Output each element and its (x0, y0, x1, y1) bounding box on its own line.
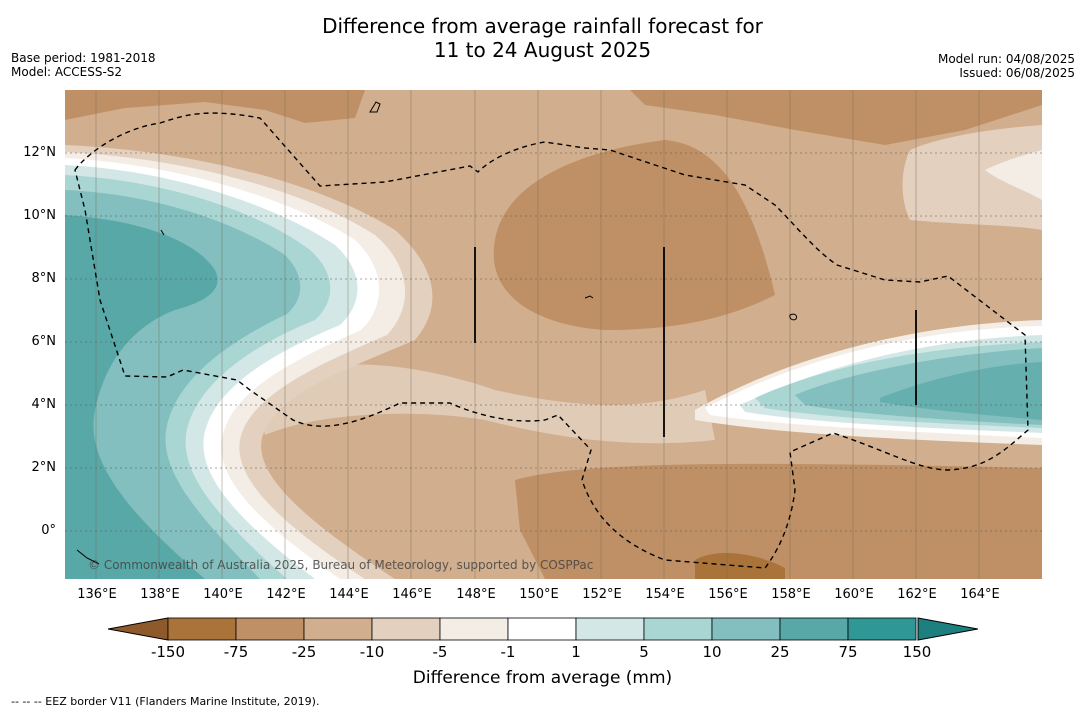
legend-tick: -10 (359, 643, 385, 661)
lon-label-138e: 138°E (140, 587, 180, 602)
atoll-chains (474, 247, 917, 437)
lon-label-156e: 156°E (708, 587, 748, 602)
islands (76, 101, 797, 565)
lon-label-144e: 144°E (329, 587, 369, 602)
eez-footnote: -- -- -- EEZ border V11 (Flanders Marine… (11, 695, 320, 708)
near-average-band-centre (255, 364, 715, 444)
legend-tick: 5 (639, 643, 649, 661)
lon-label-158e: 158°E (771, 587, 811, 602)
dry-zone-south (515, 463, 1042, 579)
map-title: Difference from average rainfall forecas… (0, 14, 1085, 62)
lat-label-12n: 12°N (23, 145, 56, 160)
lat-label-6n: 6°N (31, 334, 57, 349)
lat-label-8n: 8°N (31, 271, 57, 286)
lon-label-140e: 140°E (203, 587, 243, 602)
legend-tick: -5 (432, 643, 448, 661)
meta-right: Model run: 04/08/2025 Issued: 06/08/2025 (938, 52, 1075, 80)
near-average-inner-northeast (985, 150, 1042, 200)
lat-label-4n: 4°N (31, 397, 57, 412)
lon-label-152e: 152°E (582, 587, 622, 602)
lon-label-148e: 148°E (456, 587, 496, 602)
colorbar-cell (303, 617, 373, 641)
title-line-1: Difference from average rainfall forecas… (322, 14, 763, 38)
lat-label-10n: 10°N (23, 208, 56, 223)
legend-tick: -75 (223, 643, 249, 661)
west-band-wet-4 (65, 215, 218, 579)
dry-zone-central (493, 140, 775, 330)
base-period-text: Base period: 1981-2018 (11, 51, 156, 65)
near-average-band-northeast (902, 125, 1042, 230)
lon-label-142e: 142°E (266, 587, 306, 602)
model-text: Model: ACCESS-S2 (11, 65, 123, 79)
lon-label-162e: 162°E (897, 587, 937, 602)
map-canvas (65, 90, 1042, 579)
lon-label-150e: 150°E (519, 587, 559, 602)
colorbar-extend-low (108, 617, 169, 641)
colorbar-cell (847, 617, 917, 641)
eez-border (74, 112, 1029, 569)
colorbar-cell (371, 617, 441, 641)
colorbar-extend-high (917, 617, 978, 641)
lon-label-146e: 146°E (392, 587, 432, 602)
legend-tick: 150 (902, 643, 932, 661)
lon-label-154e: 154°E (645, 587, 685, 602)
lon-label-164e: 164°E (960, 587, 1000, 602)
colorbar-cell (643, 617, 713, 641)
lat-label-2n: 2°N (31, 460, 57, 475)
colorbar-cell (711, 617, 781, 641)
colorbar-cell (779, 617, 849, 641)
legend-tick: 25 (770, 643, 790, 661)
colorbar-cell (439, 617, 509, 641)
legend-tick: 10 (702, 643, 722, 661)
issued-text: Issued: 06/08/2025 (959, 66, 1075, 80)
legend-tick: 1 (571, 643, 581, 661)
lat-label-0: 0° (41, 523, 56, 538)
colorbar-cell (167, 617, 237, 641)
colorbar-cell (235, 617, 305, 641)
colorbar-cells (167, 617, 917, 641)
rainfall-map (65, 90, 1042, 579)
model-run-text: Model run: 04/08/2025 (937, 52, 1075, 66)
colorbar-cell (575, 617, 645, 641)
dry-zone-top-right (630, 90, 1042, 145)
dry-zone-top-left (65, 90, 365, 123)
legend-tick: -150 (150, 643, 186, 661)
colorbar (108, 617, 978, 641)
legend-tick: -25 (291, 643, 317, 661)
legend-tick: -1 (500, 643, 516, 661)
legend-tick: 75 (838, 643, 858, 661)
colorbar-cell (507, 617, 577, 641)
title-line-2: 11 to 24 August 2025 (433, 38, 652, 62)
legend-label: Difference from average (mm) (412, 668, 673, 688)
meta-left: Base period: 1981-2018 Model: ACCESS-S2 (11, 51, 156, 79)
copyright-credit: © Commonwealth of Australia 2025, Bureau… (88, 558, 594, 572)
lon-label-160e: 160°E (834, 587, 874, 602)
lon-label-136e: 136°E (77, 587, 117, 602)
east-band-wet-4 (880, 362, 1042, 420)
